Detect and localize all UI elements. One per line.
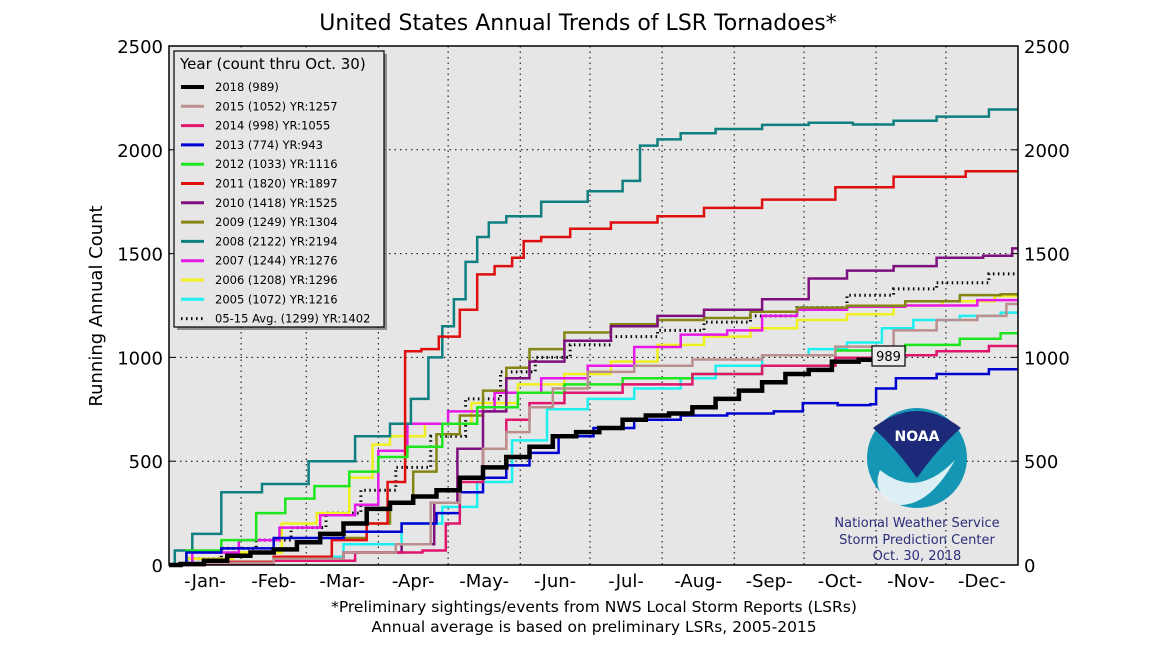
noaa-branding: NOAA National Weather Service Storm Pred… bbox=[834, 408, 1000, 564]
legend-label: 05-15 Avg. (1299) YR:1402 bbox=[215, 312, 370, 326]
noaa-logo-text: NOAA bbox=[895, 429, 940, 445]
y-tick-label: 500 bbox=[129, 452, 163, 473]
y-tick-label-right: 2500 bbox=[1024, 37, 1070, 58]
y-axis-right: 0 500 1000 1500 2000 2500 bbox=[1012, 37, 1070, 577]
series-line-2008 bbox=[169, 108, 1018, 567]
legend-label: 2008 (2122) YR:2194 bbox=[215, 234, 338, 248]
legend-item: 2012 (1033) YR:1116 bbox=[181, 157, 338, 171]
x-tick-label: -Jun- bbox=[534, 571, 576, 592]
y-tick-label-right: 0 bbox=[1024, 556, 1035, 577]
legend-label: 2010 (1418) YR:1525 bbox=[215, 196, 338, 210]
legend-items: 2018 (989) 2015 (1052) YR:1257 2014 (998) … bbox=[181, 80, 370, 326]
legend-item: 2015 (1052) YR:1257 bbox=[181, 99, 338, 113]
legend-title: Year (count thru Oct. 30) bbox=[179, 55, 366, 73]
x-tick-label: -Oct- bbox=[818, 571, 863, 592]
y-axis-left: 0 500 1000 1500 2000 2500 bbox=[117, 37, 175, 577]
legend-label: 2006 (1208) YR:1296 bbox=[215, 273, 338, 287]
footnote-2: Annual average is based on preliminary L… bbox=[371, 618, 816, 636]
y-tick-label: 2500 bbox=[117, 37, 163, 58]
series-line-2007 bbox=[169, 298, 1018, 567]
legend-item: 2007 (1244) YR:1276 bbox=[181, 254, 338, 268]
legend-label: 2011 (1820) YR:1897 bbox=[215, 177, 338, 191]
annotation-label: 989 bbox=[876, 350, 901, 365]
legend: Year (count thru Oct. 30) 2018 (989) 2015… bbox=[173, 50, 387, 330]
annotation-989: 989 bbox=[871, 345, 906, 367]
y-tick-label-right: 1500 bbox=[1024, 245, 1070, 266]
legend-label: 2007 (1244) YR:1276 bbox=[215, 254, 338, 268]
x-tick-label: -Feb- bbox=[251, 571, 296, 592]
x-tick-label: -Nov- bbox=[887, 571, 935, 592]
legend-item: 2018 (989) bbox=[181, 80, 279, 94]
legend-label: 2018 (989) bbox=[215, 80, 279, 94]
series-line-2005 bbox=[169, 311, 1018, 567]
y-tick-label: 2000 bbox=[117, 141, 163, 162]
footnote-1: *Preliminary sightings/events from NWS L… bbox=[331, 598, 857, 616]
x-tick-label: -May- bbox=[459, 571, 509, 592]
y-tick-label: 0 bbox=[152, 556, 163, 577]
y-tick-label-right: 1000 bbox=[1024, 348, 1070, 369]
x-tick-label: -Aug- bbox=[674, 571, 722, 592]
legend-item: 2014 (998) YR:1055 bbox=[181, 119, 330, 133]
y-tick-label: 1000 bbox=[117, 348, 163, 369]
legend-label: 2014 (998) YR:1055 bbox=[215, 119, 330, 133]
y-tick-label-right: 2000 bbox=[1024, 141, 1070, 162]
legend-label: 2009 (1249) YR:1304 bbox=[215, 215, 338, 229]
x-tick-label: -Apr- bbox=[392, 571, 435, 592]
legend-item: 2008 (2122) YR:2194 bbox=[181, 234, 338, 248]
legend-item: 2005 (1072) YR:1216 bbox=[181, 292, 338, 306]
noaa-line-1: National Weather Service bbox=[834, 516, 999, 531]
legend-label: 2013 (774) YR:943 bbox=[215, 138, 323, 152]
series-line-2015 bbox=[169, 302, 1018, 567]
legend-item: 2011 (1820) YR:1897 bbox=[181, 177, 338, 191]
series-line-2012 bbox=[169, 332, 1018, 567]
x-tick-label: -Mar- bbox=[319, 571, 365, 592]
legend-label: 2005 (1072) YR:1216 bbox=[215, 292, 338, 306]
chart-title: United States Annual Trends of LSR Torna… bbox=[319, 11, 836, 36]
x-axis: -Jan- -Feb- -Mar- -Apr- -May- -Jun- -Jul- -Aug-… bbox=[184, 571, 1006, 592]
legend-item: 2009 (1249) YR:1304 bbox=[181, 215, 338, 229]
legend-label: 2012 (1033) YR:1116 bbox=[215, 157, 338, 171]
y-tick-label-right: 500 bbox=[1024, 452, 1058, 473]
legend-item: 2013 (774) YR:943 bbox=[181, 138, 323, 152]
noaa-line-3: Oct. 30, 2018 bbox=[873, 549, 962, 564]
plot-frame bbox=[168, 45, 1019, 566]
legend-label: 2015 (1052) YR:1257 bbox=[215, 99, 338, 113]
series-group bbox=[169, 108, 1018, 568]
x-tick-label: -Dec- bbox=[958, 571, 1006, 592]
legend-item: 05-15 Avg. (1299) YR:1402 bbox=[181, 312, 370, 326]
x-tick-label: -Jan- bbox=[184, 571, 226, 592]
x-tick-label: -Sep- bbox=[746, 571, 793, 592]
x-tick-label: -Jul- bbox=[608, 571, 644, 592]
series-line-2018 bbox=[169, 357, 874, 568]
legend-box bbox=[173, 50, 385, 328]
noaa-line-2: Storm Prediction Center bbox=[839, 533, 995, 548]
noaa-logo: NOAA bbox=[867, 408, 967, 508]
legend-item: 2010 (1418) YR:1525 bbox=[181, 196, 338, 210]
legend-item: 2006 (1208) YR:1296 bbox=[181, 273, 338, 287]
y-axis-label: Running Annual Count bbox=[86, 205, 107, 406]
y-tick-label: 1500 bbox=[117, 245, 163, 266]
annotation-box bbox=[871, 345, 906, 367]
